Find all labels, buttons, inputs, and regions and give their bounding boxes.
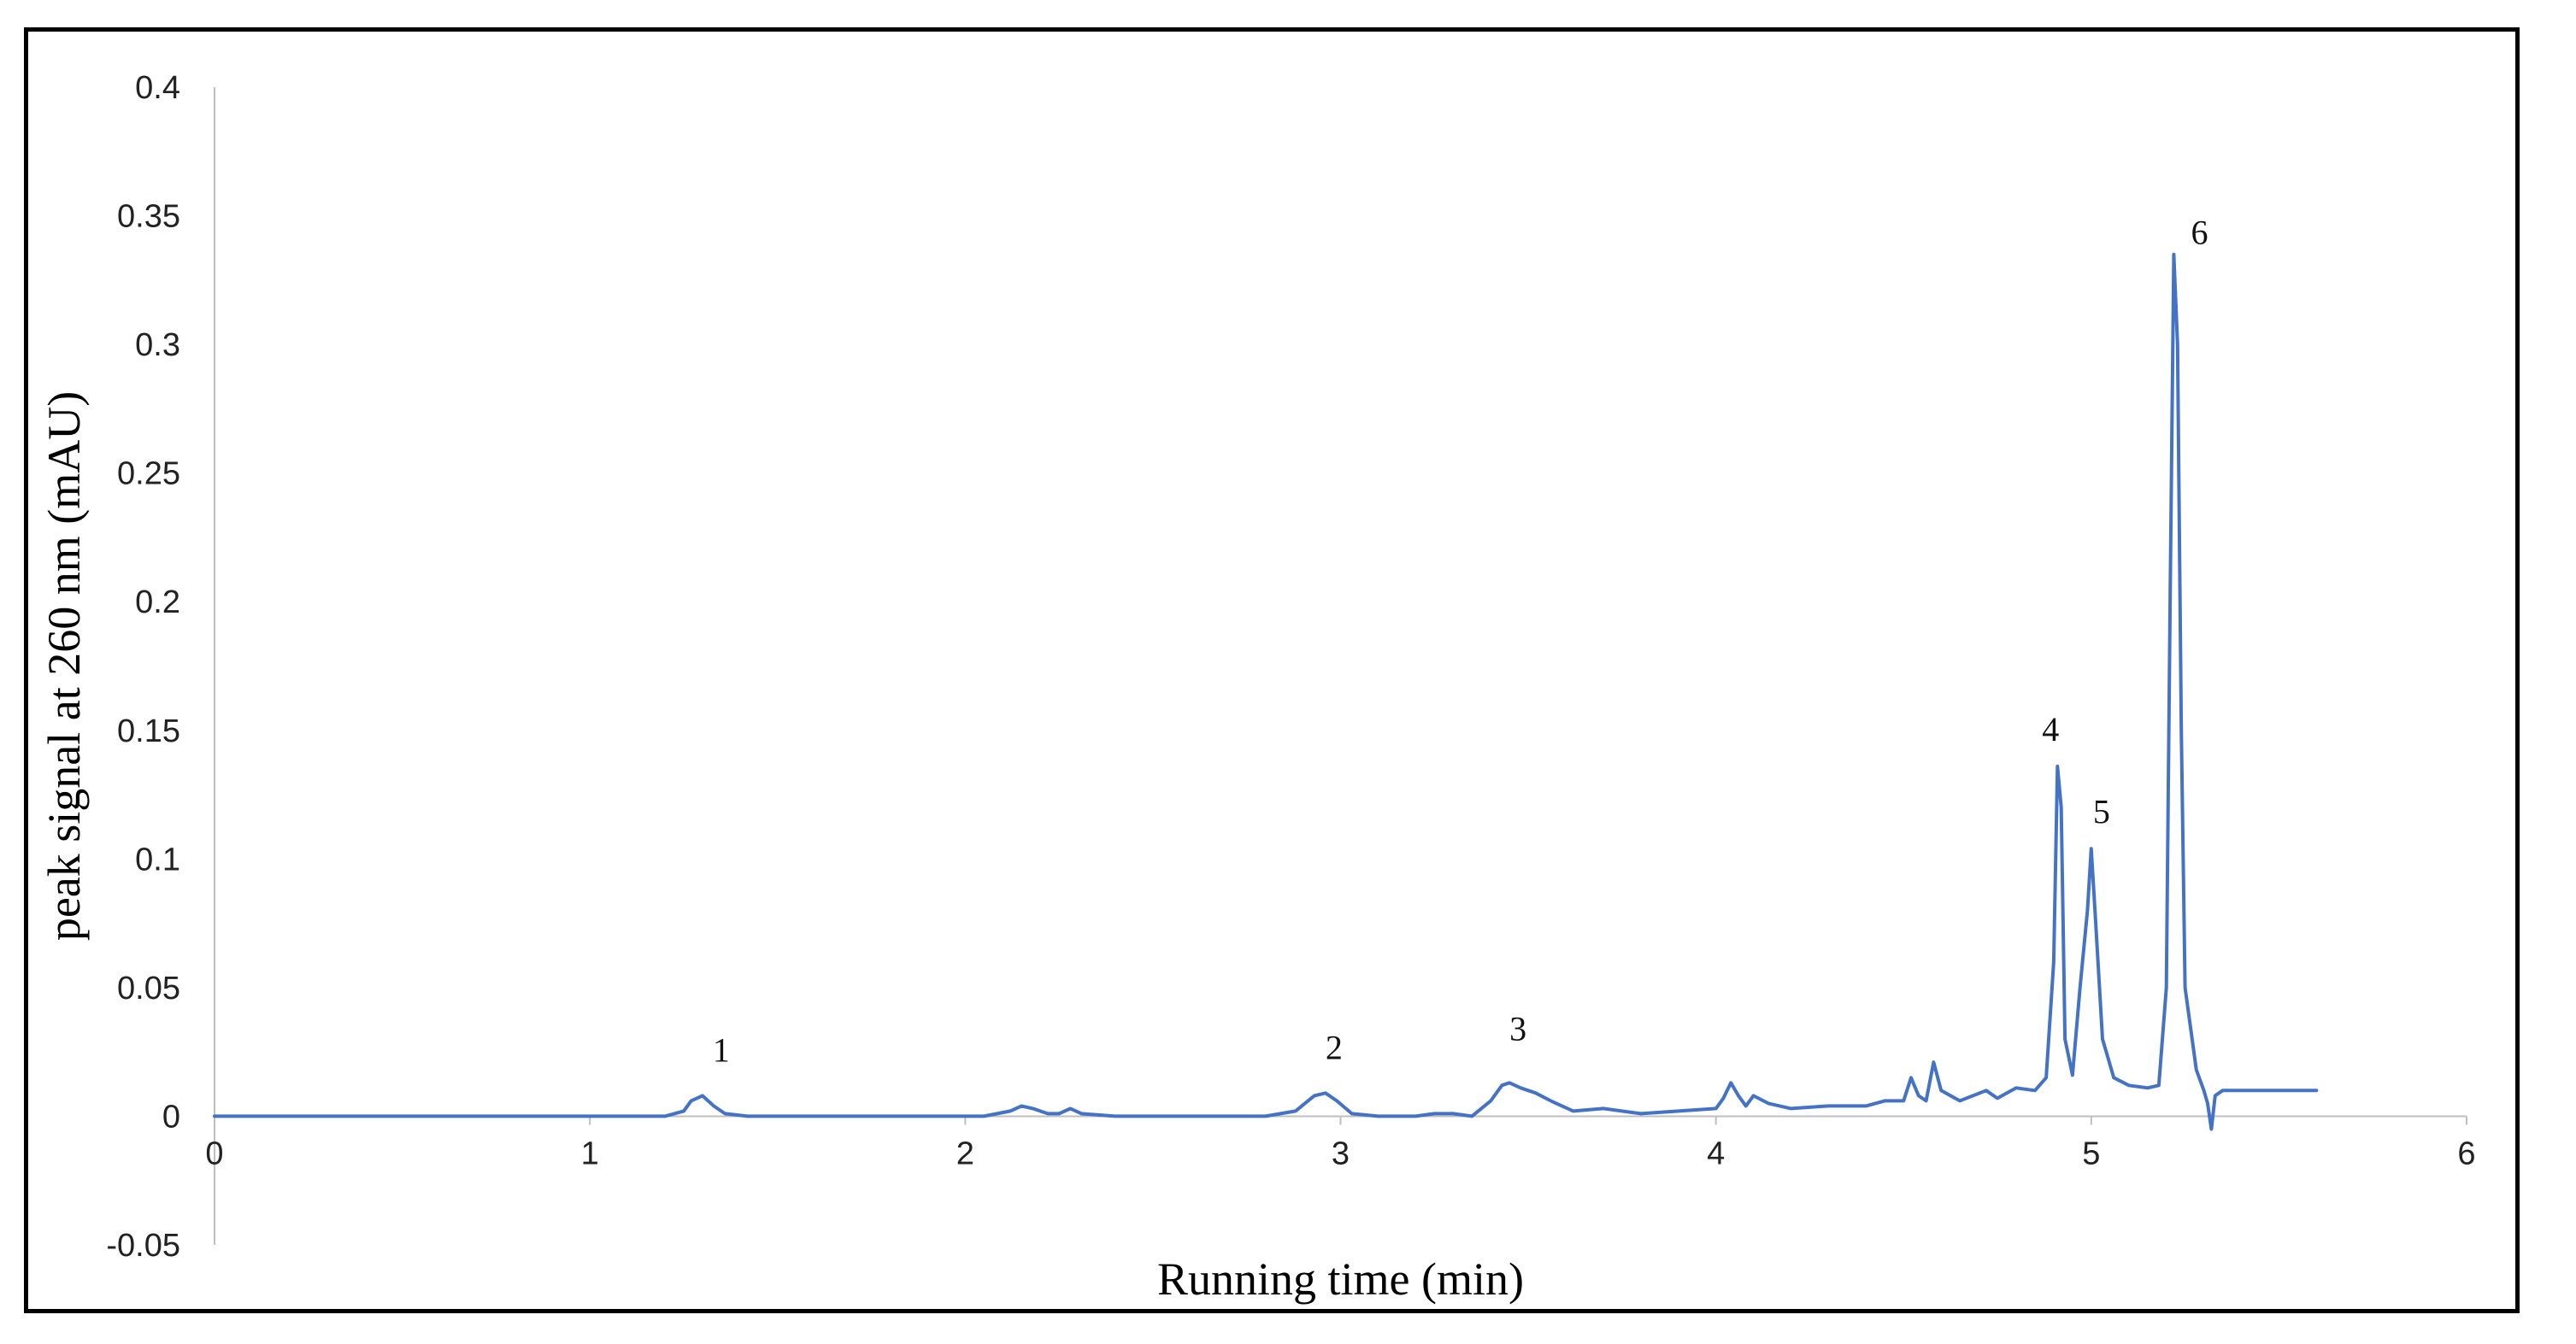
series-line <box>213 252 2319 1131</box>
x-tick-label: 3 <box>1332 1136 1350 1171</box>
y-axis-title: peak signal at 260 nm (mAU) <box>38 391 90 941</box>
x-tick-label: 6 <box>2457 1136 2475 1171</box>
x-tick-label: 4 <box>1707 1136 1725 1171</box>
y-tick-label: 0.35 <box>117 199 180 235</box>
y-tick-label: 0.2 <box>135 584 180 620</box>
y-tick-label: 0.05 <box>117 971 180 1007</box>
x-tick-label: 1 <box>581 1136 599 1171</box>
chart-frame: 0 1 2 3 4 5 6 0.4 0.35 0.3 0.25 0.2 0.15 0.1 0.05 0 -0.0… <box>24 27 2520 1313</box>
chromatogram-chart: 0 1 2 3 4 5 6 0.4 0.35 0.3 0.25 0.2 0.15 0.1 0.05 0 -0.0… <box>38 70 2476 1305</box>
series-layer <box>213 252 2319 1131</box>
peak-label: 3 <box>1509 1009 1526 1048</box>
peak-annotations: 1 2 3 4 5 6 <box>713 214 2208 1070</box>
peak-label: 5 <box>2093 792 2110 830</box>
y-tick-label: -0.05 <box>106 1228 180 1264</box>
y-tick-label: 0 <box>162 1099 180 1135</box>
y-tick-label: 0.3 <box>135 327 180 363</box>
peak-label: 4 <box>2042 710 2059 748</box>
x-tick-label: 2 <box>956 1136 974 1171</box>
y-tick-label: 0.15 <box>117 713 180 749</box>
x-tick-label: 0 <box>205 1136 223 1171</box>
y-tick-label: 0.25 <box>117 456 180 492</box>
y-tick-label: 0.4 <box>135 70 180 106</box>
y-tick-label: 0.1 <box>135 842 180 877</box>
x-axis-title: Running time (min) <box>1157 1253 1524 1305</box>
tick-labels: 0 1 2 3 4 5 6 0.4 0.35 0.3 0.25 0.2 0.15 0.1 0.05 0 -0.0… <box>106 70 2475 1264</box>
axes-layer <box>214 87 2467 1245</box>
peak-label: 2 <box>1326 1028 1343 1066</box>
peak-label: 6 <box>2191 214 2208 252</box>
x-tick-label: 5 <box>2082 1136 2100 1171</box>
peak-label: 1 <box>713 1030 730 1069</box>
